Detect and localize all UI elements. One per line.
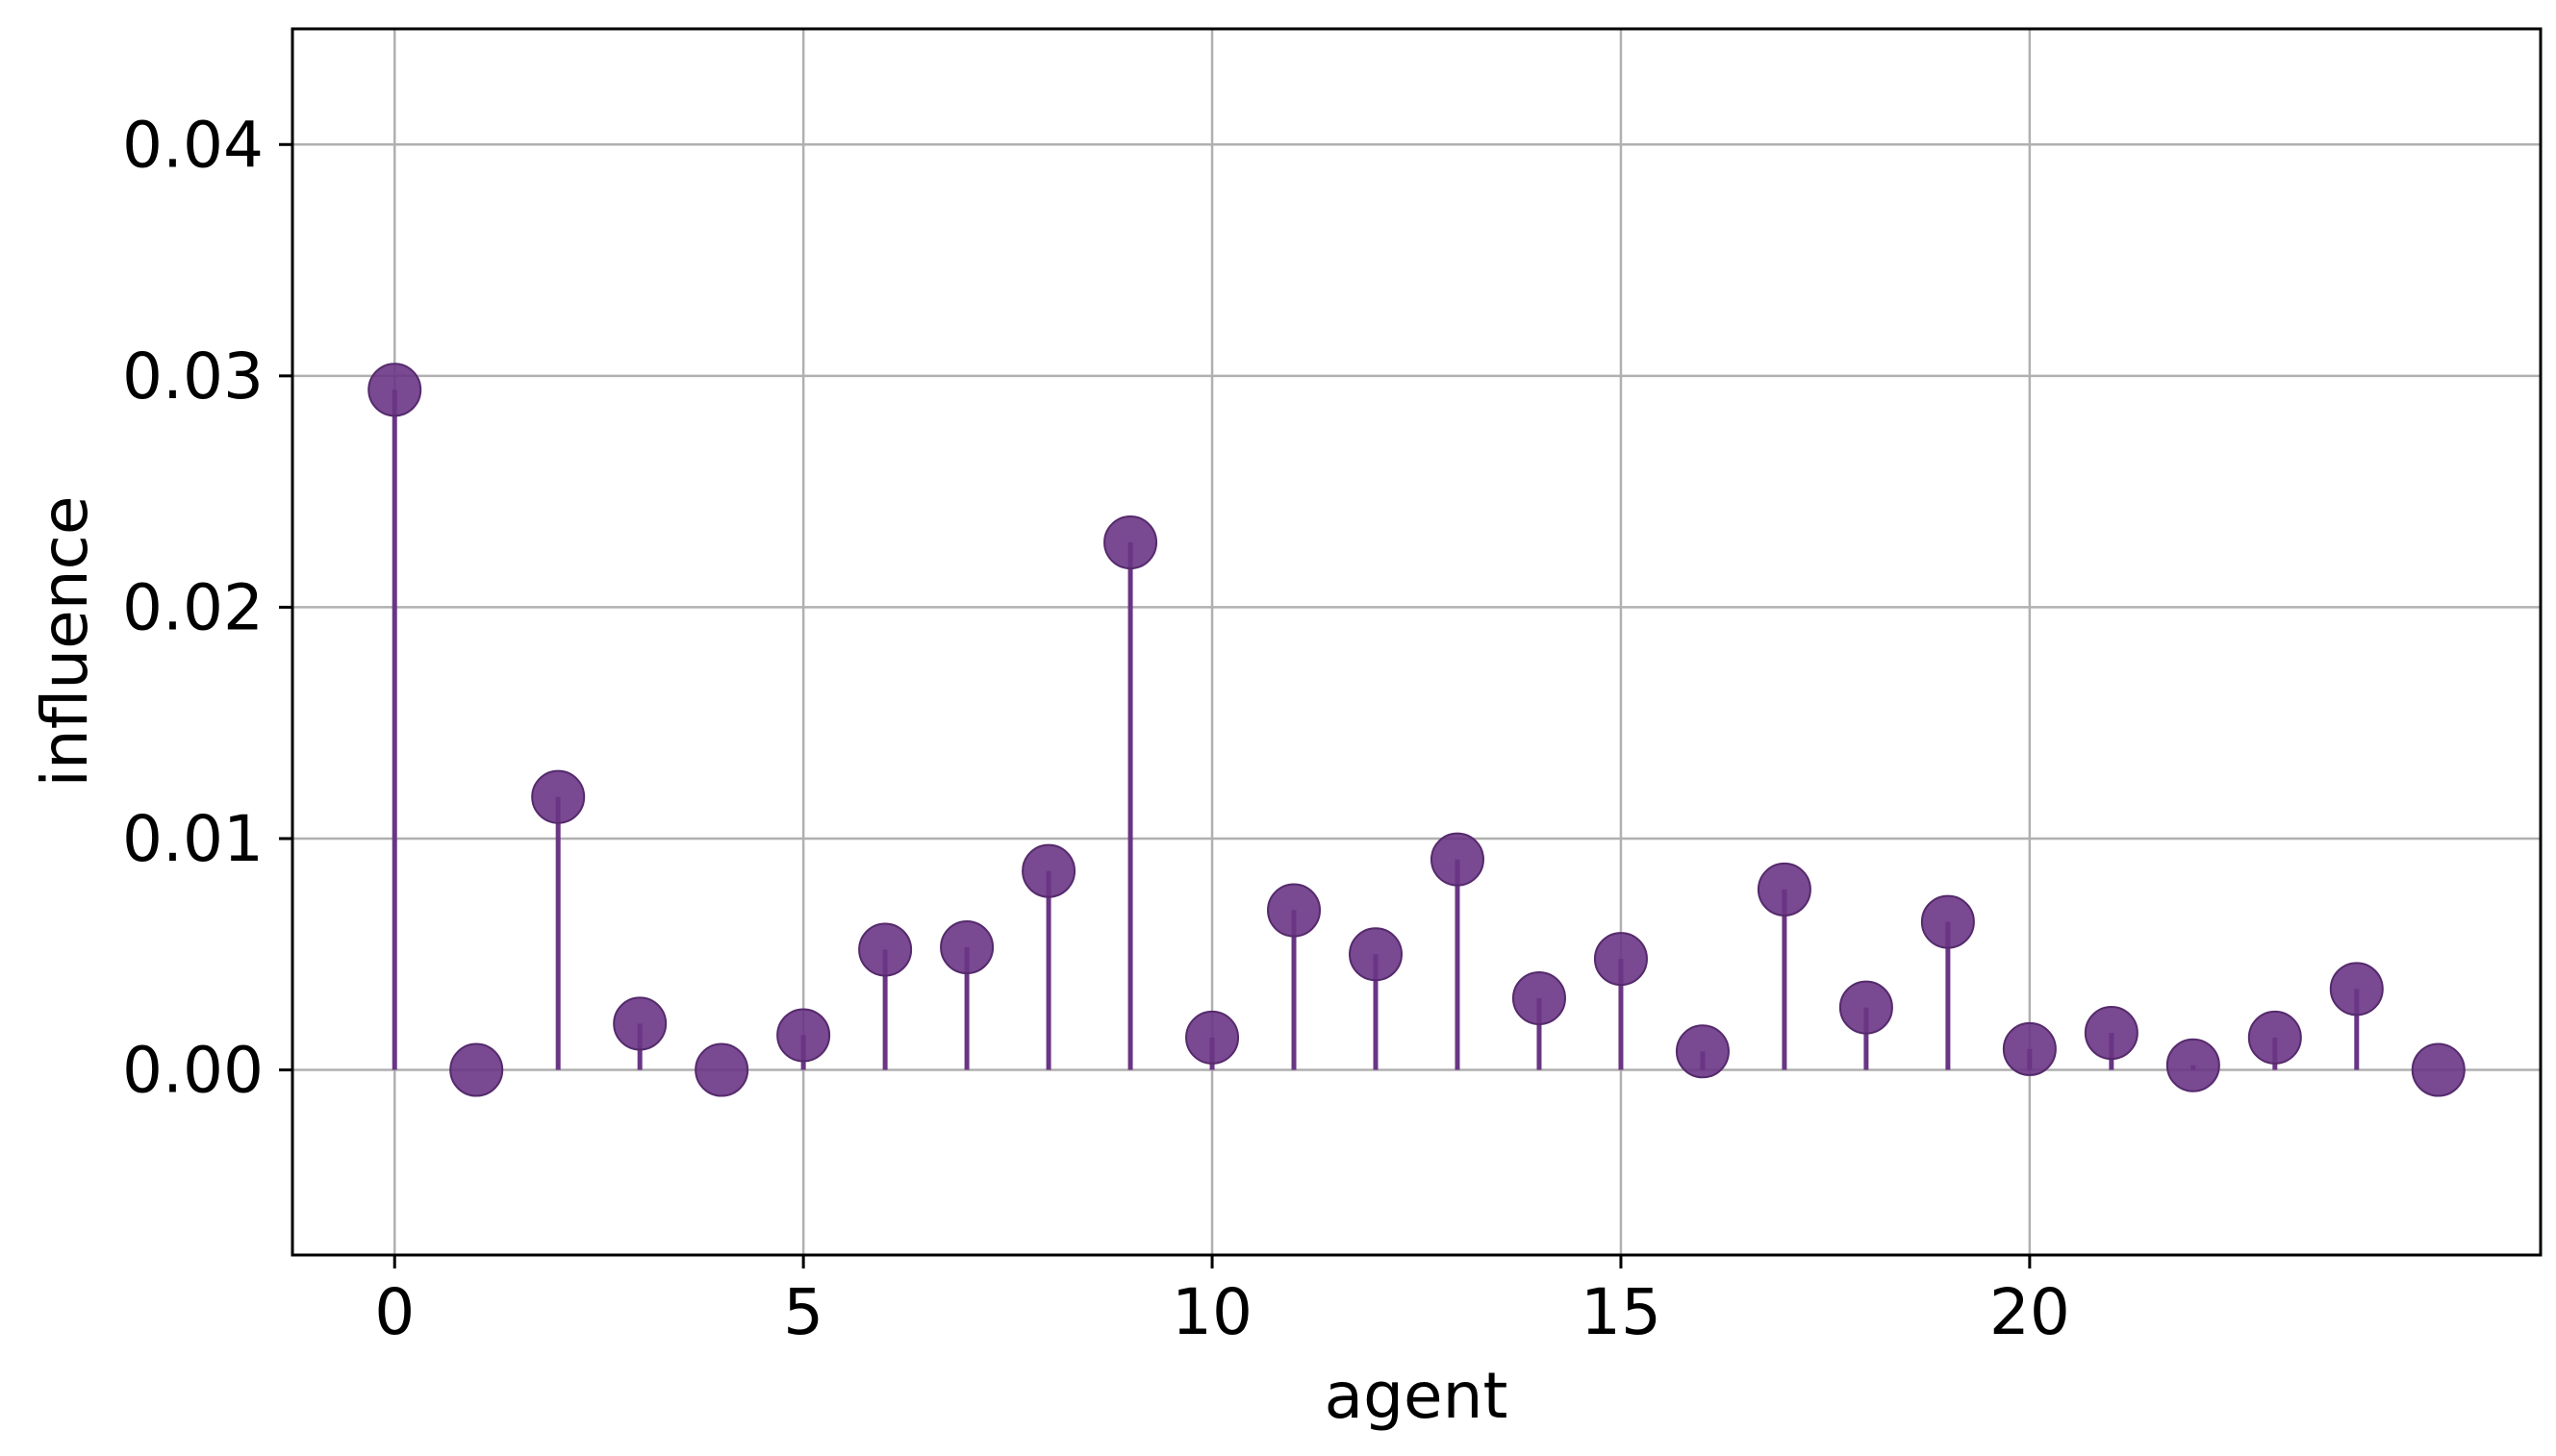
stem-marker — [1593, 932, 1648, 987]
stem-marker — [613, 996, 668, 1051]
x-tick-label: 5 — [783, 1275, 823, 1349]
stem-marker — [1349, 927, 1404, 982]
x-axis-ticks: 0 5 10 15 20 — [374, 1255, 2070, 1349]
stem-marker — [1103, 515, 1158, 570]
y-tick-label: 0.01 — [122, 802, 264, 876]
y-axis-title: influence — [28, 496, 102, 788]
stem-marker — [1920, 894, 1975, 949]
stem-marker — [1022, 843, 1076, 898]
grid-lines — [292, 29, 2541, 1255]
x-tick-label: 20 — [1989, 1275, 2070, 1349]
y-tick-label: 0.03 — [122, 339, 264, 414]
stem-marker — [1267, 883, 1322, 938]
stem-marker — [2084, 1006, 2138, 1061]
y-tick-label: 0.02 — [122, 570, 264, 644]
plot-frame — [291, 27, 2543, 1257]
stem-marker — [531, 769, 586, 824]
stem-marker — [367, 363, 422, 417]
y-tick-label: 0.00 — [122, 1034, 264, 1108]
x-tick-label: 15 — [1581, 1275, 1661, 1349]
stem-marker — [858, 922, 913, 977]
stem-markers — [367, 363, 2466, 1097]
stem-marker — [2247, 1010, 2302, 1065]
stem-marker — [1430, 832, 1484, 887]
stem-marker — [1838, 980, 1893, 1035]
stem-marker — [2329, 962, 2384, 1017]
stem-marker — [940, 920, 995, 975]
x-tick-label: 0 — [374, 1275, 415, 1349]
x-axis-title: agent — [1325, 1359, 1508, 1433]
stem-marker — [449, 1042, 504, 1097]
stem-marker — [1757, 862, 1811, 916]
y-axis-ticks: 0.00 0.01 0.02 0.03 0.04 — [122, 108, 292, 1108]
y-tick-label: 0.04 — [122, 108, 264, 182]
stem-marker — [2165, 1038, 2220, 1092]
stem-marker — [1675, 1024, 1730, 1079]
stem-marker — [776, 1008, 831, 1063]
stem-marker — [2411, 1042, 2466, 1097]
stem-marker — [695, 1042, 749, 1097]
x-tick-label: 10 — [1172, 1275, 1253, 1349]
stem-marker — [2002, 1021, 2057, 1076]
stem-marker — [1185, 1010, 1240, 1065]
stem-marker — [1511, 970, 1566, 1025]
